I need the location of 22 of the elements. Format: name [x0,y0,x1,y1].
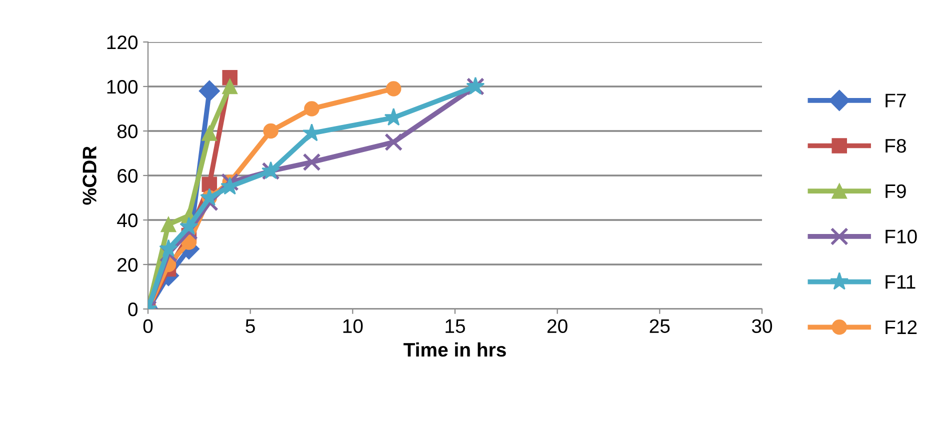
x-tick-label: 25 [650,319,670,334]
y-axis-title: %CDR [82,146,96,205]
x-tick-label: 10 [343,319,363,334]
y-tick-label: 120 [107,35,138,50]
y-tick-label: 80 [117,124,138,138]
y-tick-label: 100 [107,80,138,94]
x-tick-label: 30 [752,319,772,334]
y-tick-label: 60 [118,168,138,183]
y-tick-label: 20 [118,258,138,272]
x-axis-title: Time in hrs [404,342,506,357]
legend-label: F12 [886,320,917,334]
y-tick-label: 40 [117,213,138,228]
legend-label: F11 [886,275,916,289]
x-tick-label: 20 [548,319,568,334]
x-tick-label: 0 [143,319,153,334]
y-tick-label: 0 [128,302,138,316]
legend-label: F8 [886,138,906,153]
x-tick-label: 15 [446,319,465,334]
legend-label: F10 [886,230,917,244]
legend-label: F7 [886,94,906,108]
x-tick-label: 5 [246,319,255,334]
legend-label: F9 [886,184,906,198]
